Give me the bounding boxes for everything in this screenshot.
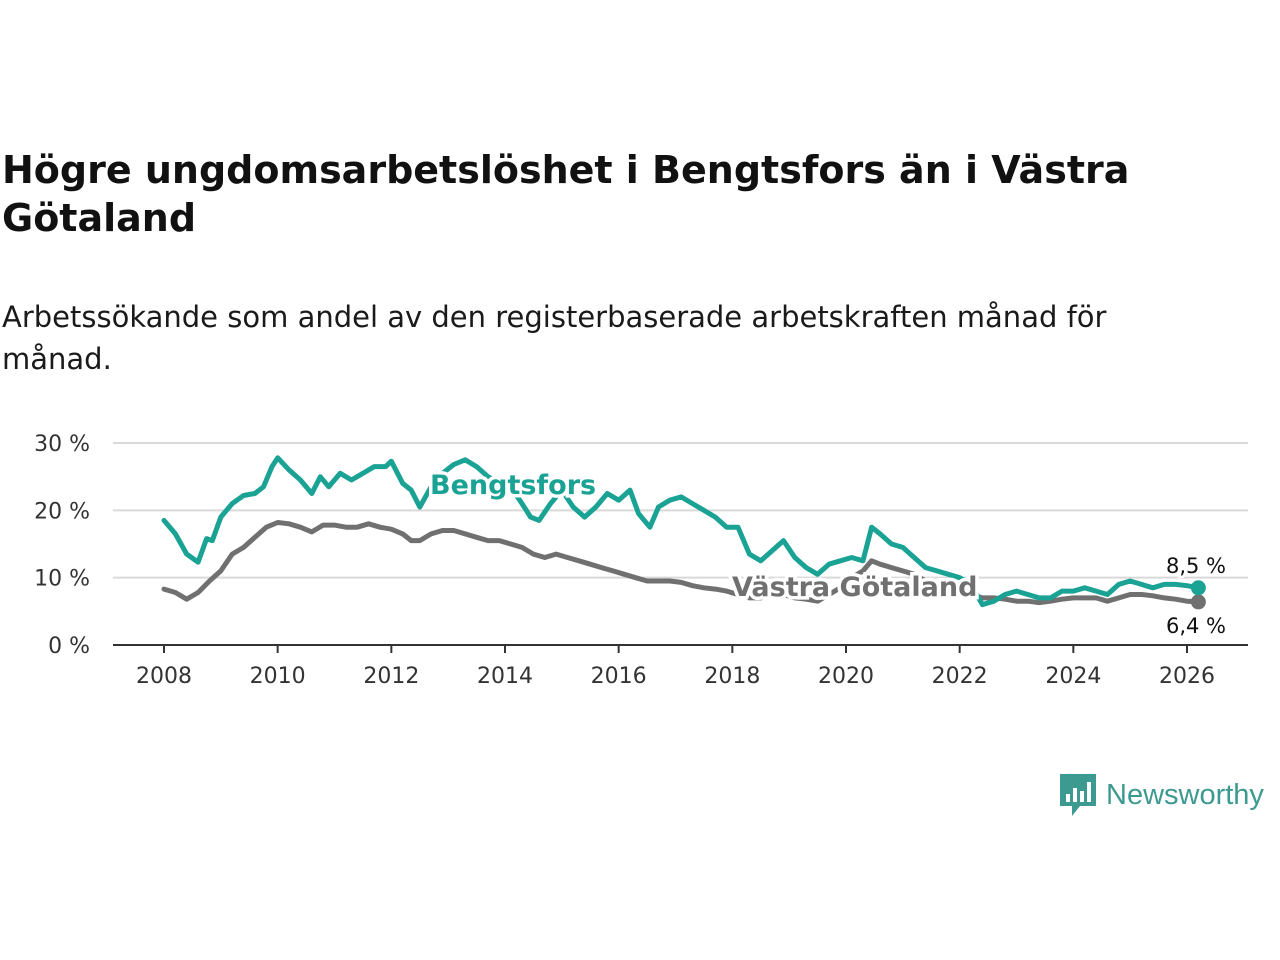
series-line-bengtsfors	[161, 455, 1201, 608]
y-axis-ticks: 0 % 10 % 20 % 30 %	[34, 432, 90, 659]
x-tick-label: 2020	[818, 664, 874, 689]
x-tick-label: 2024	[1045, 664, 1101, 689]
y-tick-label: 0 %	[48, 634, 90, 659]
chart-title: Högre ungdomsarbetslöshet i Bengtsfors ä…	[2, 148, 1130, 240]
end-label-vastra-gotaland: 6,4 %	[1166, 614, 1226, 638]
x-tick-label: 2014	[477, 664, 533, 689]
x-tick-label: 2018	[704, 664, 760, 689]
line-chart: 0 % 10 % 20 % 30 % 2008 2010 2012 2014 2016 2018…	[34, 432, 1248, 689]
x-tick-label: 2026	[1159, 664, 1215, 689]
end-label-bengtsfors: 8,5 %	[1166, 554, 1226, 578]
series-line-vastra-gotaland	[161, 520, 1201, 606]
series-lines	[161, 455, 1206, 610]
x-tick-label: 2010	[250, 664, 306, 689]
x-tick-label: 2016	[591, 664, 647, 689]
x-axis: 2008 2010 2012 2014 2016 2018 2020 2022 2024 2026	[113, 644, 1248, 689]
chart-subtitle: Arbetssökande som andel av den registerb…	[2, 300, 1107, 376]
y-tick-label: 10 %	[34, 567, 90, 592]
y-tick-label: 30 %	[34, 432, 90, 457]
series-label-bengtsfors: Bengtsfors	[430, 470, 596, 501]
y-tick-label: 20 %	[34, 499, 90, 524]
series-label-vastra-gotaland: Västra Götaland	[732, 572, 977, 603]
end-point-vastra-gotaland	[1190, 594, 1206, 610]
end-point-bengtsfors	[1190, 580, 1206, 596]
newsworthy-logo-text: Newsworthy	[1106, 778, 1264, 811]
x-tick-label: 2022	[932, 664, 988, 689]
newsworthy-logo: Newsworthy	[1058, 772, 1264, 818]
newsworthy-logo-icon	[1060, 774, 1096, 816]
x-tick-label: 2012	[363, 664, 419, 689]
x-tick-label: 2008	[136, 664, 192, 689]
grid-lines	[113, 442, 1248, 579]
series-labels: Bengtsfors Västra Götaland 8,5 % 6,4 %	[427, 467, 1229, 641]
